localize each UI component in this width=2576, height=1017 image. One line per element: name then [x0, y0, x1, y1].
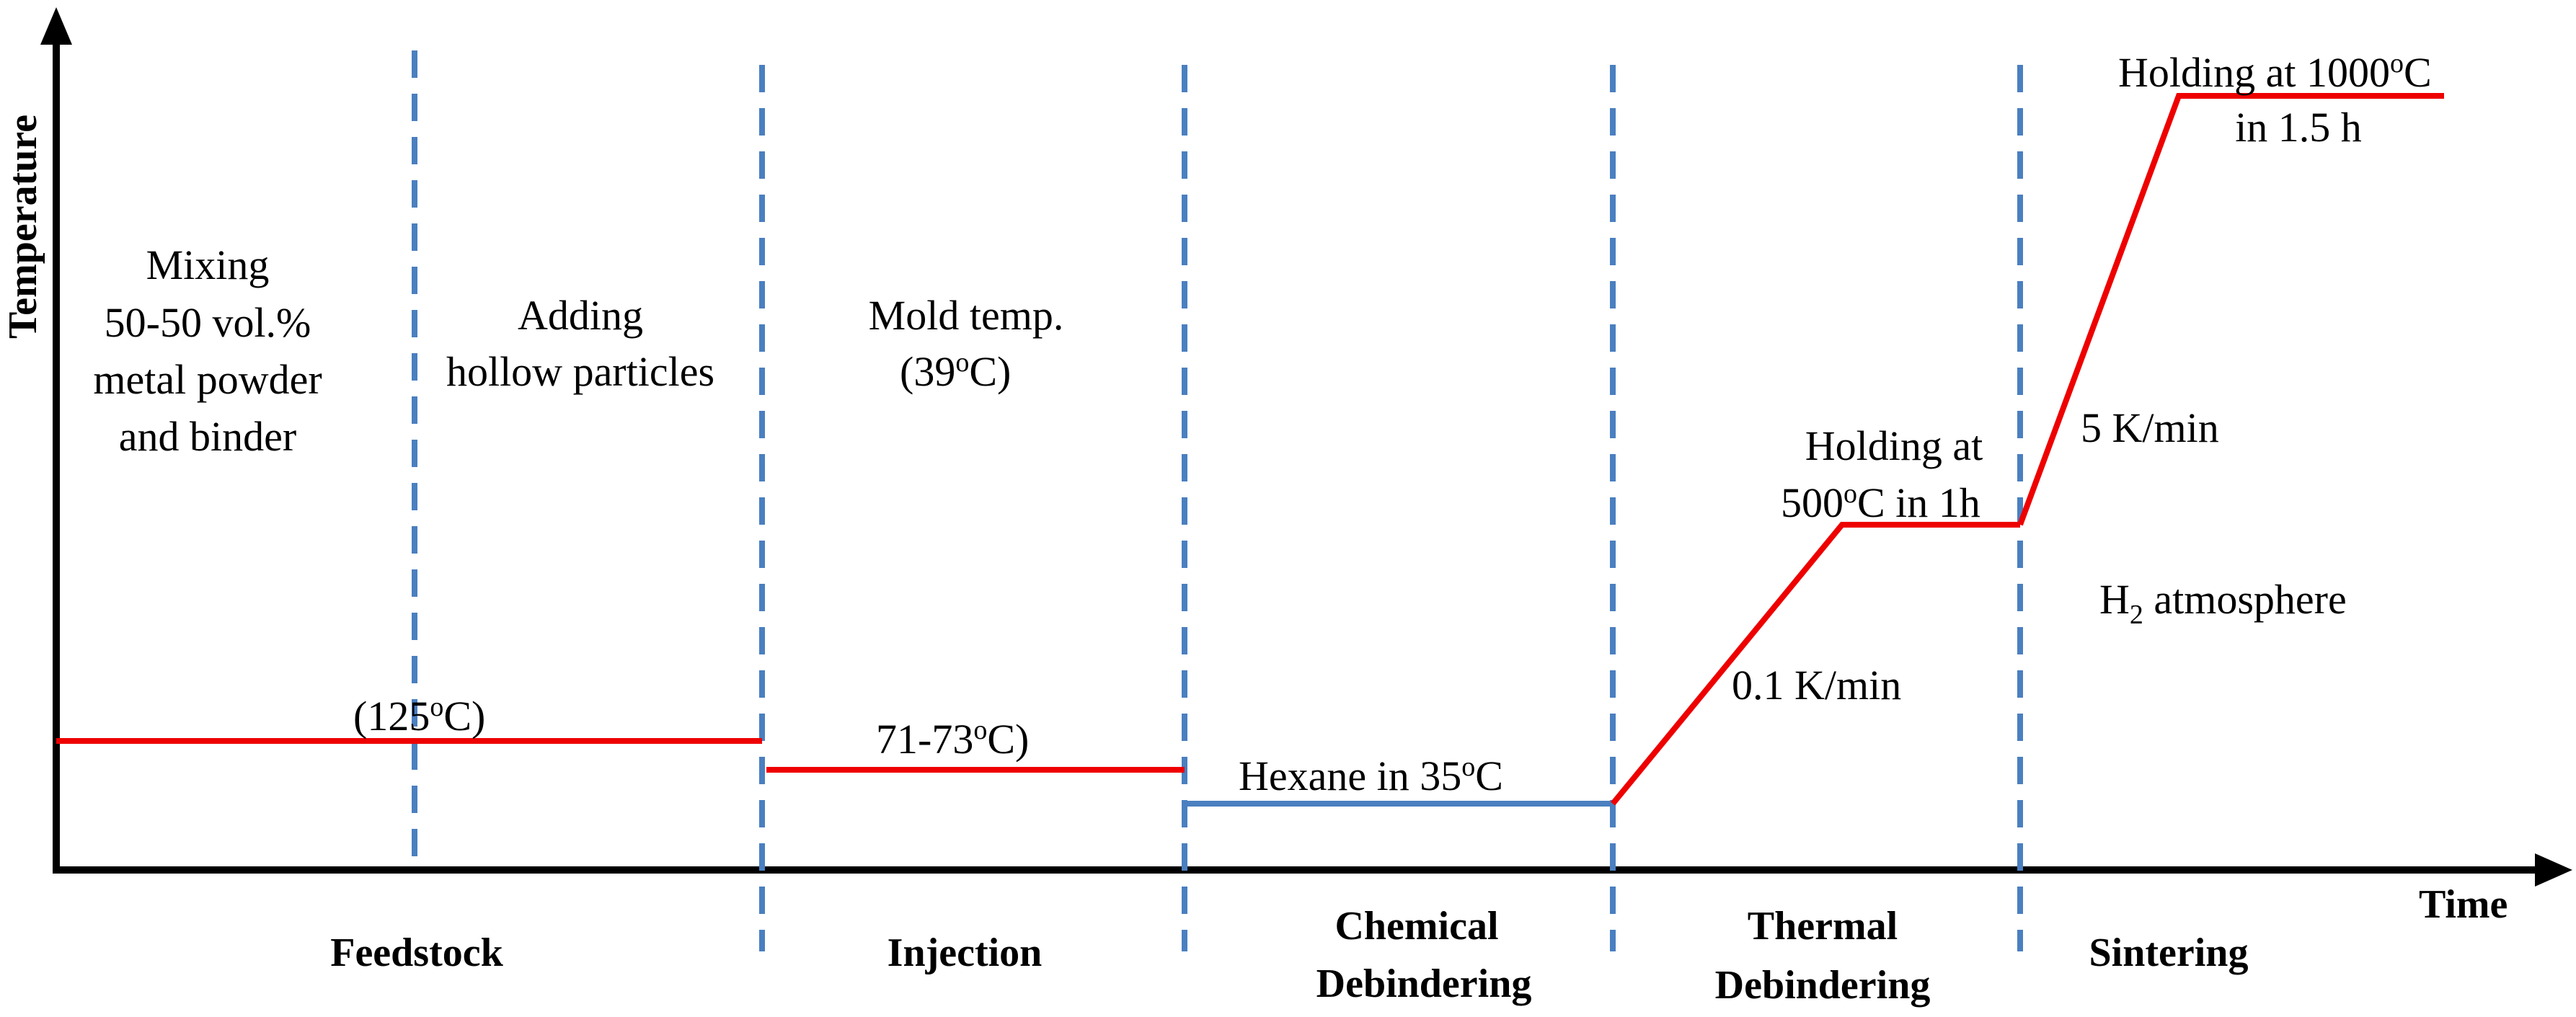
y-axis-arrowhead [40, 7, 72, 45]
mold-temp-line1: Mold temp. [869, 292, 1064, 339]
sintering-ramp-hold [2017, 93, 2444, 526]
stage-thermal-line2: Debindering [1715, 963, 1931, 1008]
hexane-label: Hexane in 35oC [1239, 752, 1503, 799]
stage-sintering: Sintering [2089, 931, 2249, 975]
thermal-rate-label: 0.1 K/min [1732, 662, 1901, 709]
mixing-text-line3: metal powder [93, 356, 322, 403]
adding-text-line2: hollow particles [446, 348, 714, 395]
injection-temperature-label: 71-73oC) [876, 715, 1029, 763]
adding-text-line1: Adding [518, 292, 643, 339]
mixing-text-line4: and binder [119, 413, 296, 460]
mixing-text-line1: Mixing [146, 241, 270, 288]
stage-thermal-line1: Thermal [1748, 904, 1898, 949]
x-axis-label: Time [2419, 882, 2508, 927]
hold-1000-line2: in 1.5 h [2235, 104, 2362, 151]
stage-feedstock: Feedstock [330, 931, 503, 975]
mold-temp-line2: (39oC) [900, 347, 1011, 395]
hold-500-line2: 500oC in 1h [1781, 479, 1980, 526]
x-axis-arrowhead [2535, 853, 2572, 887]
hold-500-line1: Holding at [1805, 422, 1983, 469]
stage-chemical-line2: Debindering [1316, 962, 1532, 1006]
hold-1000-line1: Holding at 1000oC [2118, 48, 2432, 96]
y-axis-label: Temperature [1, 115, 45, 339]
sinter-rate-label: 5 K/min [2081, 404, 2219, 451]
stage-injection: Injection [888, 931, 1043, 975]
mixing-text-line2: 50-50 vol.% [105, 299, 311, 346]
stage-chemical-line1: Chemical [1335, 904, 1498, 949]
feedstock-temperature-label: (125oC) [353, 692, 485, 740]
thermal-debinding-ramp-hold [1610, 522, 2020, 806]
h2-atmosphere-label: H2 atmosphere [2099, 576, 2347, 630]
